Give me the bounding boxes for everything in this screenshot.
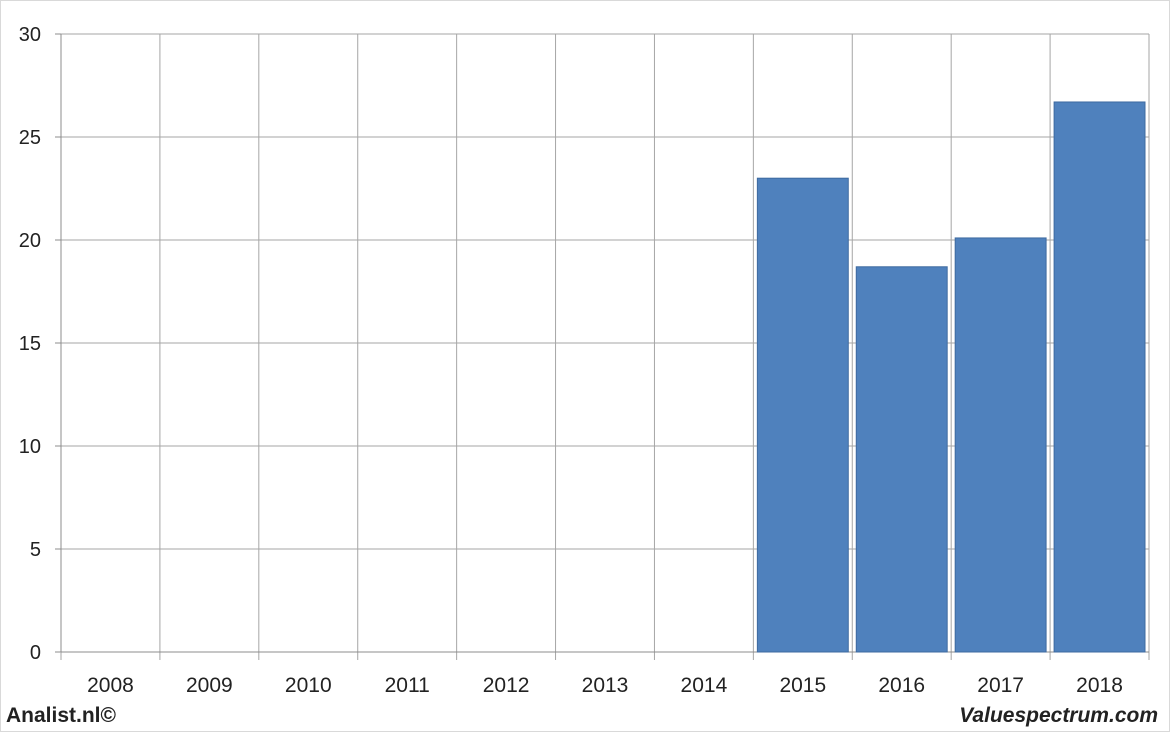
x-tick-label: 2018 (1076, 674, 1123, 697)
x-tick-label: 2012 (483, 674, 530, 697)
bar-2017 (954, 237, 1047, 653)
y-tick-label: 20 (19, 230, 41, 252)
x-tick-label: 2015 (779, 674, 826, 697)
y-tick-label: 15 (19, 333, 41, 355)
x-tick-label: 2008 (87, 674, 134, 697)
footer-source-left: Analist.nl© (6, 704, 116, 727)
y-tick-label: 0 (30, 642, 41, 664)
y-tick-label: 5 (30, 539, 41, 561)
x-tick-label: 2009 (186, 674, 233, 697)
footer-source-right: Valuespectrum.com (959, 704, 1158, 727)
y-tick-label: 10 (19, 436, 41, 458)
bar-2016 (855, 266, 948, 653)
x-tick-label: 2010 (285, 674, 332, 697)
x-tick-label: 2014 (681, 674, 728, 697)
x-tick-label: 2016 (878, 674, 925, 697)
x-tick-label: 2011 (385, 674, 430, 697)
y-tick-label: 25 (19, 127, 41, 149)
y-tick-label: 30 (19, 24, 41, 46)
x-tick-label: 2013 (582, 674, 629, 697)
bar-2015 (756, 177, 849, 653)
x-tick-label: 2017 (977, 674, 1024, 697)
bar-2018 (1053, 101, 1146, 653)
